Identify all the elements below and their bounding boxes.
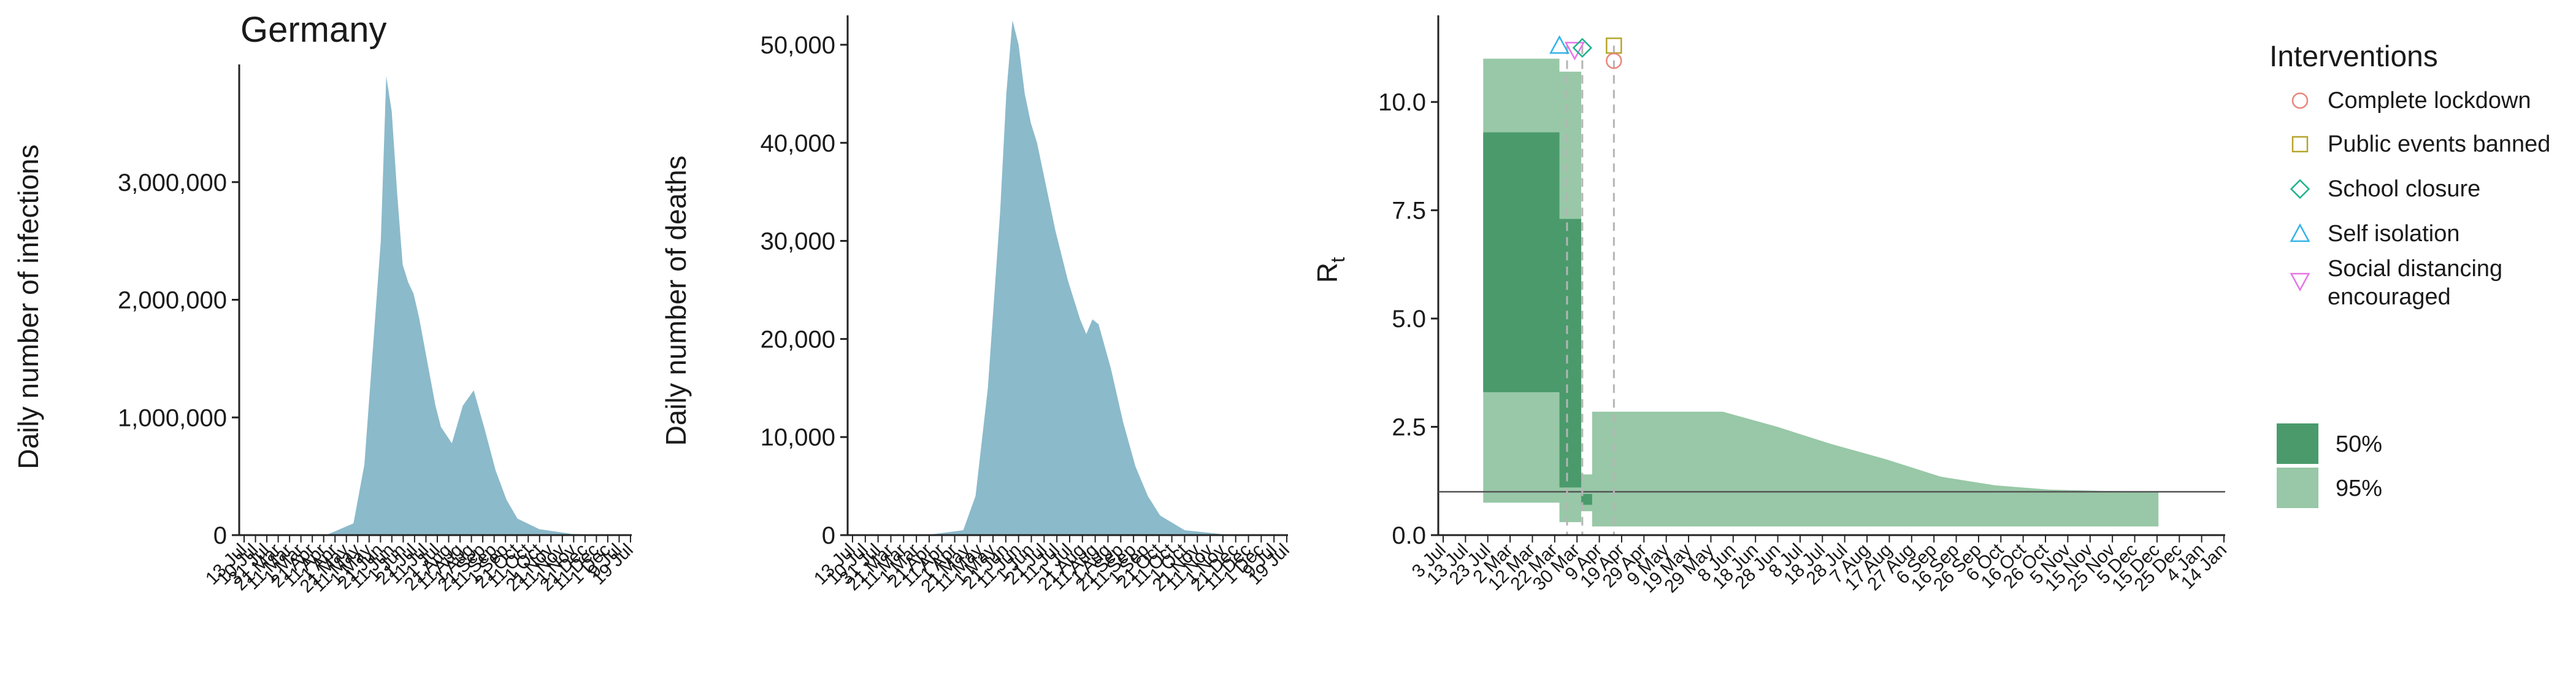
school-closure-marker [1572,37,1593,58]
legend: Interventions Complete lockdown Public ev… [2269,41,2550,508]
y-tick-label: 40,000 [761,130,835,157]
y-tick-label: 2,000,000 [118,287,227,314]
ci-50-band [1483,132,2159,505]
y-tick-label: 5.0 [1392,306,1426,333]
social-distancing-encouraged-marker [2290,272,2310,292]
legend-ci-swatch [2277,423,2318,464]
social-distancing-encouraged-marker [1564,42,1585,61]
ci-95-band [1483,58,2159,527]
area-series [853,20,1283,536]
y-tick-label: 30,000 [761,228,835,255]
legend-ci-swatch [2277,468,2318,508]
y-tick-label: 2.5 [1392,414,1426,441]
y-axis-title: Daily number of deaths [660,155,692,446]
legend-item-label: School closure [2328,176,2480,202]
legend-title: Interventions [2269,41,2438,73]
deaths-panel: Daily number of deaths 0 10,000 20,000 30,0… [660,15,1294,597]
y-tick-label: 10.0 [1378,89,1426,116]
legend-item-label: Social distancing [2328,256,2502,282]
y-tick-label: 10,000 [761,424,835,451]
complete-lockdown-marker [1606,52,1622,69]
area-series [244,76,627,536]
infections-panel: Germany Daily number of infections 0 1,00… [12,10,637,597]
y-tick-label: 0 [822,522,835,549]
legend-ci-label: 95% [2336,476,2382,501]
legend-item-label: encouraged [2328,284,2451,310]
legend-item-label: Complete lockdown [2328,88,2531,114]
y-tick-label: 7.5 [1392,198,1426,225]
legend-item-label: Public events banned [2328,131,2550,157]
school-closure-marker [2290,179,2310,199]
y-tick-label: 1,000,000 [118,404,227,431]
complete-lockdown-marker [2291,92,2309,109]
y-tick-label: 3,000,000 [118,169,227,196]
y-tick-label: 20,000 [761,326,835,353]
self-isolation-marker [2290,223,2310,242]
y-tick-label: 0.0 [1392,522,1426,549]
y-tick-label: 0 [213,522,227,549]
panel-title: Germany [240,10,387,50]
y-tick-label: 50,000 [761,32,835,59]
y-axis-title: Daily number of infections [12,144,44,469]
public-events-banned-marker [2291,136,2309,153]
legend-item-label: Self isolation [2328,221,2459,247]
legend-ci-label: 50% [2336,431,2382,457]
self-isolation-marker [1549,35,1570,54]
y-axis-title: Rt [1311,257,1349,283]
